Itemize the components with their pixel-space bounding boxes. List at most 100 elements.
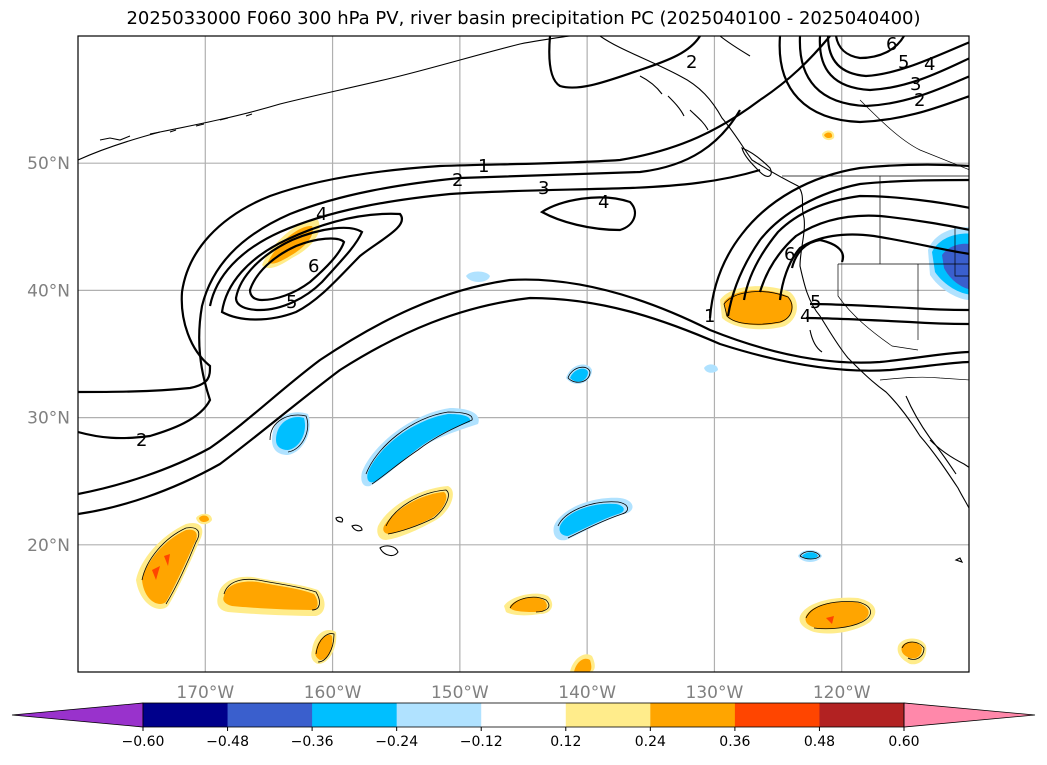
contour-label: 1 bbox=[478, 156, 489, 177]
colorbar-segment bbox=[650, 703, 736, 727]
colorbar-tick-label: −0.12 bbox=[460, 734, 503, 750]
precip-positive-region bbox=[199, 515, 209, 523]
coastlines bbox=[78, 36, 969, 563]
colorbar-frame bbox=[142, 702, 905, 728]
contour-label: 5 bbox=[810, 292, 821, 313]
pv-contour-4 bbox=[818, 36, 969, 92]
pv-contours bbox=[78, 36, 969, 516]
precip-positive-region bbox=[724, 290, 793, 326]
latitude-label: 40°N bbox=[27, 281, 70, 301]
colorbar-tick-label: 0.60 bbox=[888, 734, 919, 750]
pv-contour-2 bbox=[726, 178, 969, 317]
precip-positive-region bbox=[383, 492, 447, 534]
pv-contour-5 bbox=[826, 36, 969, 78]
pv-contour-4 bbox=[805, 316, 969, 326]
colorbar-segment bbox=[396, 703, 482, 727]
pv-contour-6 bbox=[834, 36, 905, 60]
precip-positive-region bbox=[510, 597, 547, 612]
longitude-label: 140°W bbox=[558, 683, 616, 703]
longitude-label: 160°W bbox=[304, 683, 362, 703]
precip-negative-region bbox=[367, 414, 471, 483]
precip-negative-region bbox=[802, 552, 818, 559]
contour-label: 1 bbox=[704, 306, 715, 327]
shading-outlines bbox=[141, 291, 925, 663]
pv-contour-5 bbox=[778, 233, 969, 301]
pv-contour-6 bbox=[790, 238, 845, 269]
precip-positive-region bbox=[315, 634, 333, 660]
colorbar-tick-label: 0.12 bbox=[550, 734, 581, 750]
precip-positive-region bbox=[152, 566, 160, 580]
longitude-label: 120°W bbox=[813, 683, 871, 703]
colorbar-extension-low bbox=[11, 702, 144, 728]
map-axes bbox=[78, 36, 969, 672]
contour-label: 3 bbox=[538, 178, 549, 199]
contour-label: 5 bbox=[898, 52, 909, 73]
colorbar-segment bbox=[481, 703, 567, 727]
contour-label: 5 bbox=[286, 292, 297, 313]
pv-contour-4 bbox=[758, 214, 969, 293]
pv-contour-6 bbox=[248, 237, 346, 302]
latitude-labels: 50°N 40°N 30°N 20°N bbox=[27, 154, 70, 556]
precip-negative-region bbox=[559, 503, 624, 536]
pv-contour-2 bbox=[78, 109, 741, 440]
contour-label: 4 bbox=[924, 54, 935, 75]
precip-negative-region bbox=[570, 368, 588, 382]
pv-contour-5 bbox=[234, 226, 364, 312]
colorbar-segment bbox=[734, 703, 820, 727]
precip-positive-region bbox=[574, 658, 592, 672]
contour-label: 6 bbox=[886, 34, 897, 55]
longitude-label: 170°W bbox=[176, 683, 234, 703]
colorbar-segment bbox=[312, 703, 398, 727]
political-borders bbox=[782, 99, 969, 381]
map-frame bbox=[77, 35, 970, 673]
precip-positive-region bbox=[223, 581, 318, 610]
precip-negative-region bbox=[276, 416, 306, 450]
contour-label: 2 bbox=[914, 90, 925, 111]
contour-label: 2 bbox=[686, 52, 697, 73]
latitude-label: 20°N bbox=[27, 536, 70, 556]
colorbar-segment bbox=[819, 703, 905, 727]
pv-contour-3 bbox=[742, 194, 969, 301]
contour-label: 6 bbox=[784, 244, 795, 265]
pv-contour-4 bbox=[539, 196, 637, 232]
colorbar-tick-label: −0.24 bbox=[375, 734, 418, 750]
colorbar-tick-label: 0.48 bbox=[804, 734, 835, 750]
colorbar-tick-label: 0.36 bbox=[719, 734, 750, 750]
contour-label: 4 bbox=[598, 192, 609, 213]
latitude-label: 50°N bbox=[27, 154, 70, 174]
colorbar-tick-label: −0.60 bbox=[122, 734, 165, 750]
colorbar-tick-label: 0.24 bbox=[635, 734, 666, 750]
precip-positive-region bbox=[142, 529, 197, 604]
pv-contour-4 bbox=[220, 212, 404, 321]
contour-label: 2 bbox=[136, 430, 147, 451]
contour-label: 4 bbox=[800, 306, 811, 327]
latitude-label: 30°N bbox=[27, 409, 70, 429]
pv-contour-3 bbox=[798, 36, 969, 108]
pv-contour-1 bbox=[78, 296, 969, 516]
precip-positive-region bbox=[805, 601, 869, 629]
contour-label: 6 bbox=[308, 256, 319, 277]
contour-label: 3 bbox=[910, 74, 921, 95]
pv-contour-5 bbox=[809, 302, 969, 312]
precip-positive-region bbox=[901, 641, 922, 659]
colorbar-segment bbox=[565, 703, 651, 727]
pv-contour-2 bbox=[778, 36, 969, 124]
colorbar-segment bbox=[227, 703, 313, 727]
precip-negative-region bbox=[942, 243, 969, 290]
pv-contour-2 bbox=[548, 36, 701, 89]
contour-label: 2 bbox=[452, 170, 463, 191]
precip-positive-region bbox=[826, 616, 834, 624]
colorbar: −0.60 −0.48 −0.36 −0.24 −0.12 0.12 0.24 0.36 0.4… bbox=[11, 702, 1036, 750]
pv-contour-labels: 1 2 3 4 4 6 5 2 1 5 4 6 2 6 5 4 3 2 bbox=[136, 34, 935, 451]
longitude-label: 130°W bbox=[686, 683, 744, 703]
precip-positive-region bbox=[824, 132, 833, 139]
colorbar-tick-label: −0.48 bbox=[206, 734, 249, 750]
longitude-labels: 170°W 160°W 150°W 140°W 130°W 120°W bbox=[176, 683, 870, 703]
colorbar-tick-label: −0.36 bbox=[291, 734, 334, 750]
pv-contour-3 bbox=[208, 168, 761, 307]
map-title: 2025033000 F060 300 hPa PV, river basin … bbox=[126, 8, 921, 29]
precip-negative-region bbox=[704, 364, 718, 373]
colorbar-segment bbox=[143, 703, 229, 727]
pv-contour-1 bbox=[78, 36, 831, 394]
